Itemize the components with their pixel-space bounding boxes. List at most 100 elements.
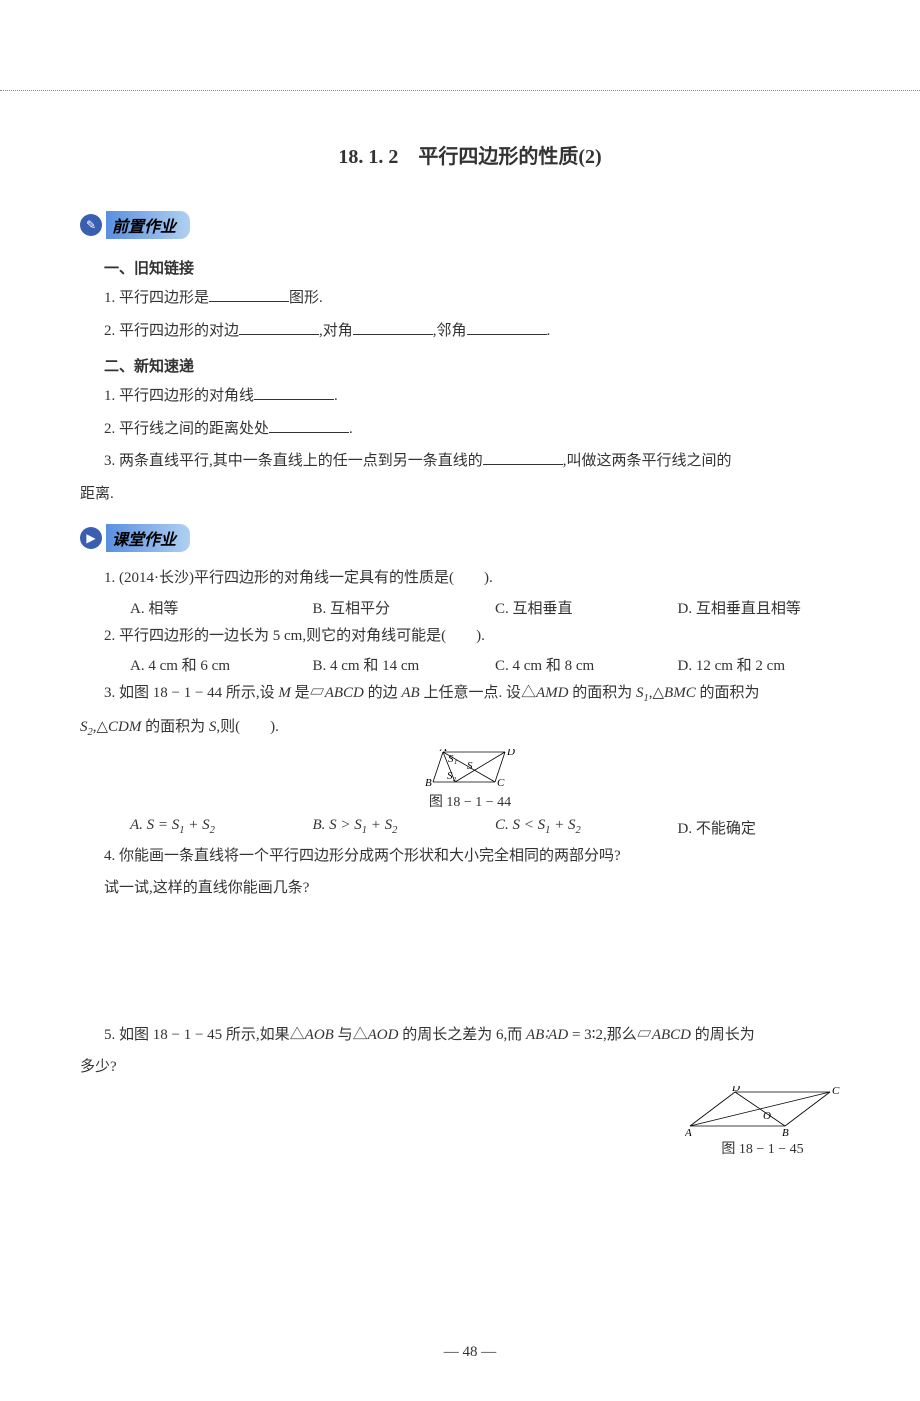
option-b[interactable]: B. S > S1 + S2 bbox=[313, 817, 496, 838]
text: 的面积为 bbox=[696, 685, 760, 701]
var: CDM bbox=[108, 719, 141, 735]
banner-classwork: ▶ 课堂作业 bbox=[80, 524, 190, 552]
c-q5-line2: 多少? bbox=[80, 1053, 860, 1082]
page: 18. 1. 2 平行四边形的性质(2) ✎ 前置作业 一、旧知链接 1. 平行… bbox=[0, 0, 920, 1401]
text: 的面积为 bbox=[141, 719, 209, 735]
page-title: 18. 1. 2 平行四边形的性质(2) bbox=[80, 140, 860, 169]
c-q3-line2: S2,△CDM 的面积为 S,则( ). bbox=[80, 713, 860, 743]
banner-prework-label: 前置作业 bbox=[106, 211, 190, 239]
svg-text:D: D bbox=[731, 1086, 740, 1094]
page-number: — 48 — bbox=[80, 1344, 860, 1361]
svg-text:C: C bbox=[497, 777, 505, 789]
text: 是▱ bbox=[291, 685, 325, 701]
option-a[interactable]: A. S = S1 + S2 bbox=[130, 817, 313, 838]
text: ,则( ). bbox=[216, 719, 279, 735]
var: M bbox=[278, 685, 291, 701]
text: 3. 如图 18 − 1 − 44 所示,设 bbox=[104, 685, 278, 701]
text: ,叫做这两条平行线之间的 bbox=[563, 453, 732, 469]
svg-text:O: O bbox=[763, 1110, 771, 1122]
s2-q3-cont: 距离. bbox=[80, 480, 860, 509]
text: . bbox=[334, 388, 338, 404]
var: ABCD bbox=[325, 685, 364, 701]
c-q3: 3. 如图 18 − 1 − 44 所示,设 M 是▱ABCD 的边 AB 上任… bbox=[104, 679, 860, 709]
c-q1: 1. (2014·长沙)平行四边形的对角线一定具有的性质是( ). bbox=[104, 564, 860, 593]
c-q2: 2. 平行四边形的一边长为 5 cm,则它的对角线可能是( ). bbox=[104, 622, 860, 651]
pencil-icon: ✎ bbox=[80, 214, 102, 236]
var: AB∶AD bbox=[526, 1027, 568, 1043]
svg-text:A: A bbox=[439, 749, 447, 754]
c-q5: 5. 如图 18 − 1 − 45 所示,如果△AOB 与△AOD 的周长之差为… bbox=[104, 1021, 860, 1050]
banner-classwork-label: 课堂作业 bbox=[106, 524, 190, 552]
s2-q1: 1. 平行四边形的对角线. bbox=[104, 382, 860, 411]
banner-prework: ✎ 前置作业 bbox=[80, 211, 190, 239]
blank[interactable] bbox=[254, 384, 334, 400]
subheading-old-knowledge: 一、旧知链接 bbox=[104, 257, 860, 278]
c-q1-options: A. 相等 B. 互相平分 C. 互相垂直 D. 互相垂直且相等 bbox=[130, 597, 860, 618]
option-a[interactable]: A. 4 cm 和 6 cm bbox=[130, 654, 313, 675]
text: 3. 两条直线平行,其中一条直线上的任一点到另一条直线的 bbox=[104, 453, 483, 469]
c-q3-options: A. S = S1 + S2 B. S > S1 + S2 C. S < S1 … bbox=[130, 817, 860, 838]
svg-text:C: C bbox=[832, 1086, 840, 1097]
svg-text:A: A bbox=[685, 1127, 692, 1136]
blank[interactable] bbox=[239, 319, 319, 335]
option-c[interactable]: C. 互相垂直 bbox=[495, 597, 678, 618]
c-q2-options: A. 4 cm 和 6 cm B. 4 cm 和 14 cm C. 4 cm 和… bbox=[130, 654, 860, 675]
s2-q3: 3. 两条直线平行,其中一条直线上的任一点到另一条直线的 ,叫做这两条平行线之间的 bbox=[104, 447, 860, 476]
svg-text:S: S bbox=[467, 760, 473, 772]
text: 5. 如图 18 − 1 − 45 所示,如果△ bbox=[104, 1027, 305, 1043]
text: 1. 平行四边形是 bbox=[104, 290, 209, 306]
subheading-new-knowledge: 二、新知速递 bbox=[104, 355, 860, 376]
var: S1 bbox=[636, 685, 649, 701]
text: ,邻角 bbox=[433, 323, 467, 339]
option-a[interactable]: A. 相等 bbox=[130, 597, 313, 618]
text: ,对角 bbox=[319, 323, 353, 339]
var: AMD bbox=[536, 685, 569, 701]
text: 1. 平行四边形的对角线 bbox=[104, 388, 254, 404]
figure-18-1-44-caption: 图 18 − 1 − 44 bbox=[80, 791, 860, 811]
blank[interactable] bbox=[269, 417, 349, 433]
blank[interactable] bbox=[353, 319, 433, 335]
text: 2. 平行线之间的距离处处 bbox=[104, 421, 269, 437]
text: . bbox=[547, 323, 551, 339]
s1-q2: 2. 平行四边形的对边 ,对角 ,邻角. bbox=[104, 317, 860, 346]
parallelogram-diagonals-icon: ABCDO bbox=[685, 1086, 840, 1136]
option-b[interactable]: B. 互相平分 bbox=[313, 597, 496, 618]
text: 的面积为 bbox=[568, 685, 636, 701]
blank[interactable] bbox=[209, 286, 289, 302]
c-q4-line2: 试一试,这样的直线你能画几条? bbox=[104, 874, 860, 903]
header-divider bbox=[0, 90, 920, 91]
text: ,△ bbox=[93, 719, 108, 735]
var: ABCD bbox=[652, 1027, 691, 1043]
text: 图形. bbox=[289, 290, 323, 306]
option-c[interactable]: C. S < S1 + S2 bbox=[495, 817, 678, 838]
text: ,△ bbox=[649, 685, 664, 701]
var: S2 bbox=[80, 719, 93, 735]
text: 2. 平行四边形的对边 bbox=[104, 323, 239, 339]
option-b[interactable]: B. 4 cm 和 14 cm bbox=[313, 654, 496, 675]
var: AOB bbox=[305, 1027, 334, 1043]
c-q4-line1: 4. 你能画一条直线将一个平行四边形分成两个形状和大小完全相同的两部分吗? bbox=[104, 842, 860, 871]
blank[interactable] bbox=[483, 449, 563, 465]
text: 的周长之差为 6,而 bbox=[398, 1027, 526, 1043]
blank[interactable] bbox=[467, 319, 547, 335]
play-icon: ▶ bbox=[80, 527, 102, 549]
figure-18-1-45: ABCDO 图 18 − 1 − 45 bbox=[685, 1086, 840, 1164]
option-d[interactable]: D. 互相垂直且相等 bbox=[678, 597, 861, 618]
svg-text:D: D bbox=[506, 749, 515, 758]
text: = 3∶2,那么▱ bbox=[568, 1027, 652, 1043]
svg-text:S₂: S₂ bbox=[447, 770, 457, 782]
text: 的边 bbox=[364, 685, 402, 701]
s2-q2: 2. 平行线之间的距离处处. bbox=[104, 415, 860, 444]
text: 与△ bbox=[334, 1027, 368, 1043]
text: . bbox=[349, 421, 353, 437]
option-d[interactable]: D. 12 cm 和 2 cm bbox=[678, 654, 861, 675]
var: BMC bbox=[664, 685, 696, 701]
option-d[interactable]: D. 不能确定 bbox=[678, 817, 861, 838]
var: AOD bbox=[368, 1027, 399, 1043]
text: 上任意一点. 设△ bbox=[420, 685, 536, 701]
option-c[interactable]: C. 4 cm 和 8 cm bbox=[495, 654, 678, 675]
s1-q1: 1. 平行四边形是 图形. bbox=[104, 284, 860, 313]
figure-18-1-45-caption: 图 18 − 1 − 45 bbox=[685, 1138, 840, 1158]
text: 的周长为 bbox=[691, 1027, 755, 1043]
svg-text:S₁: S₁ bbox=[448, 753, 458, 765]
